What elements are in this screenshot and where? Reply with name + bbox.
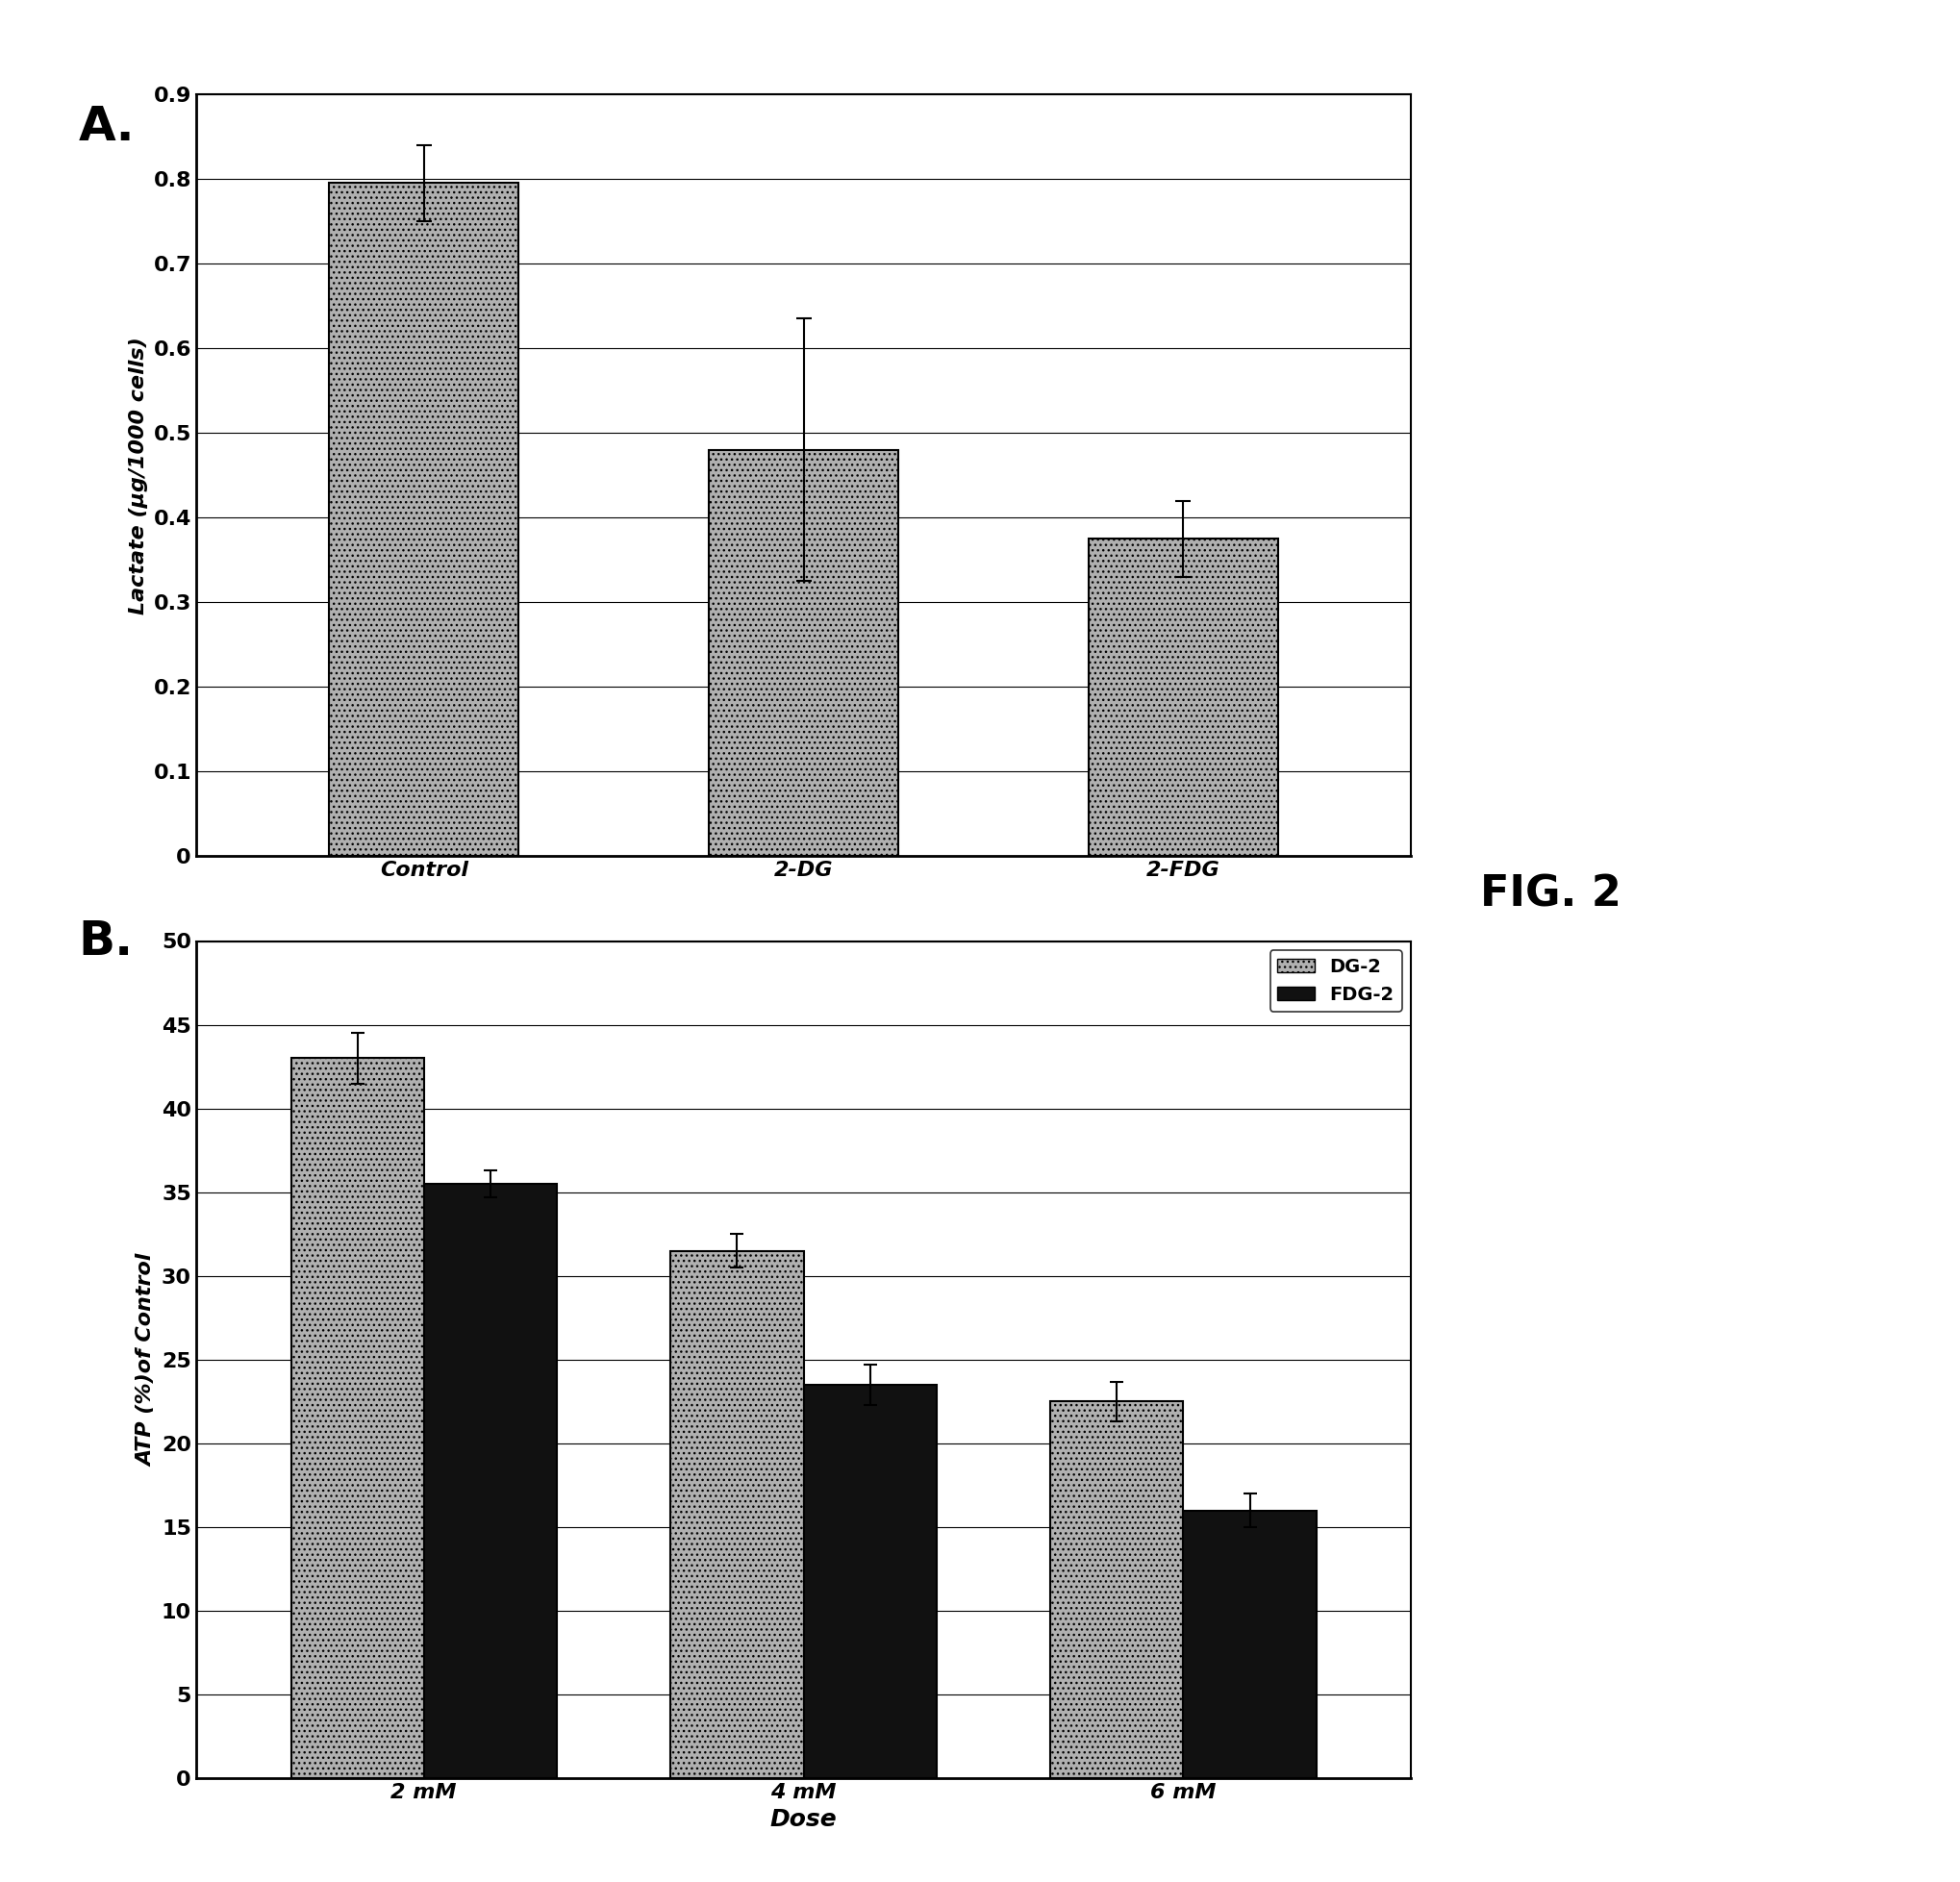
- Text: B.: B.: [78, 918, 133, 965]
- Y-axis label: Lactate (µg/1000 cells): Lactate (µg/1000 cells): [129, 337, 149, 614]
- Bar: [670, 1252, 804, 1778]
- Bar: [804, 1385, 937, 1778]
- Bar: [423, 1184, 557, 1778]
- X-axis label: Dose: Dose: [770, 1809, 837, 1831]
- Text: A.: A.: [78, 104, 135, 151]
- Bar: [710, 450, 898, 856]
- Text: FIG. 2: FIG. 2: [1480, 873, 1621, 915]
- Legend: DG-2, FDG-2: DG-2, FDG-2: [1270, 950, 1401, 1011]
- Bar: [329, 183, 519, 856]
- Bar: [1051, 1402, 1184, 1778]
- Bar: [1088, 538, 1278, 856]
- Bar: [1184, 1511, 1317, 1778]
- Y-axis label: ATP (%)of Control: ATP (%)of Control: [137, 1253, 157, 1466]
- Bar: [290, 1058, 423, 1778]
